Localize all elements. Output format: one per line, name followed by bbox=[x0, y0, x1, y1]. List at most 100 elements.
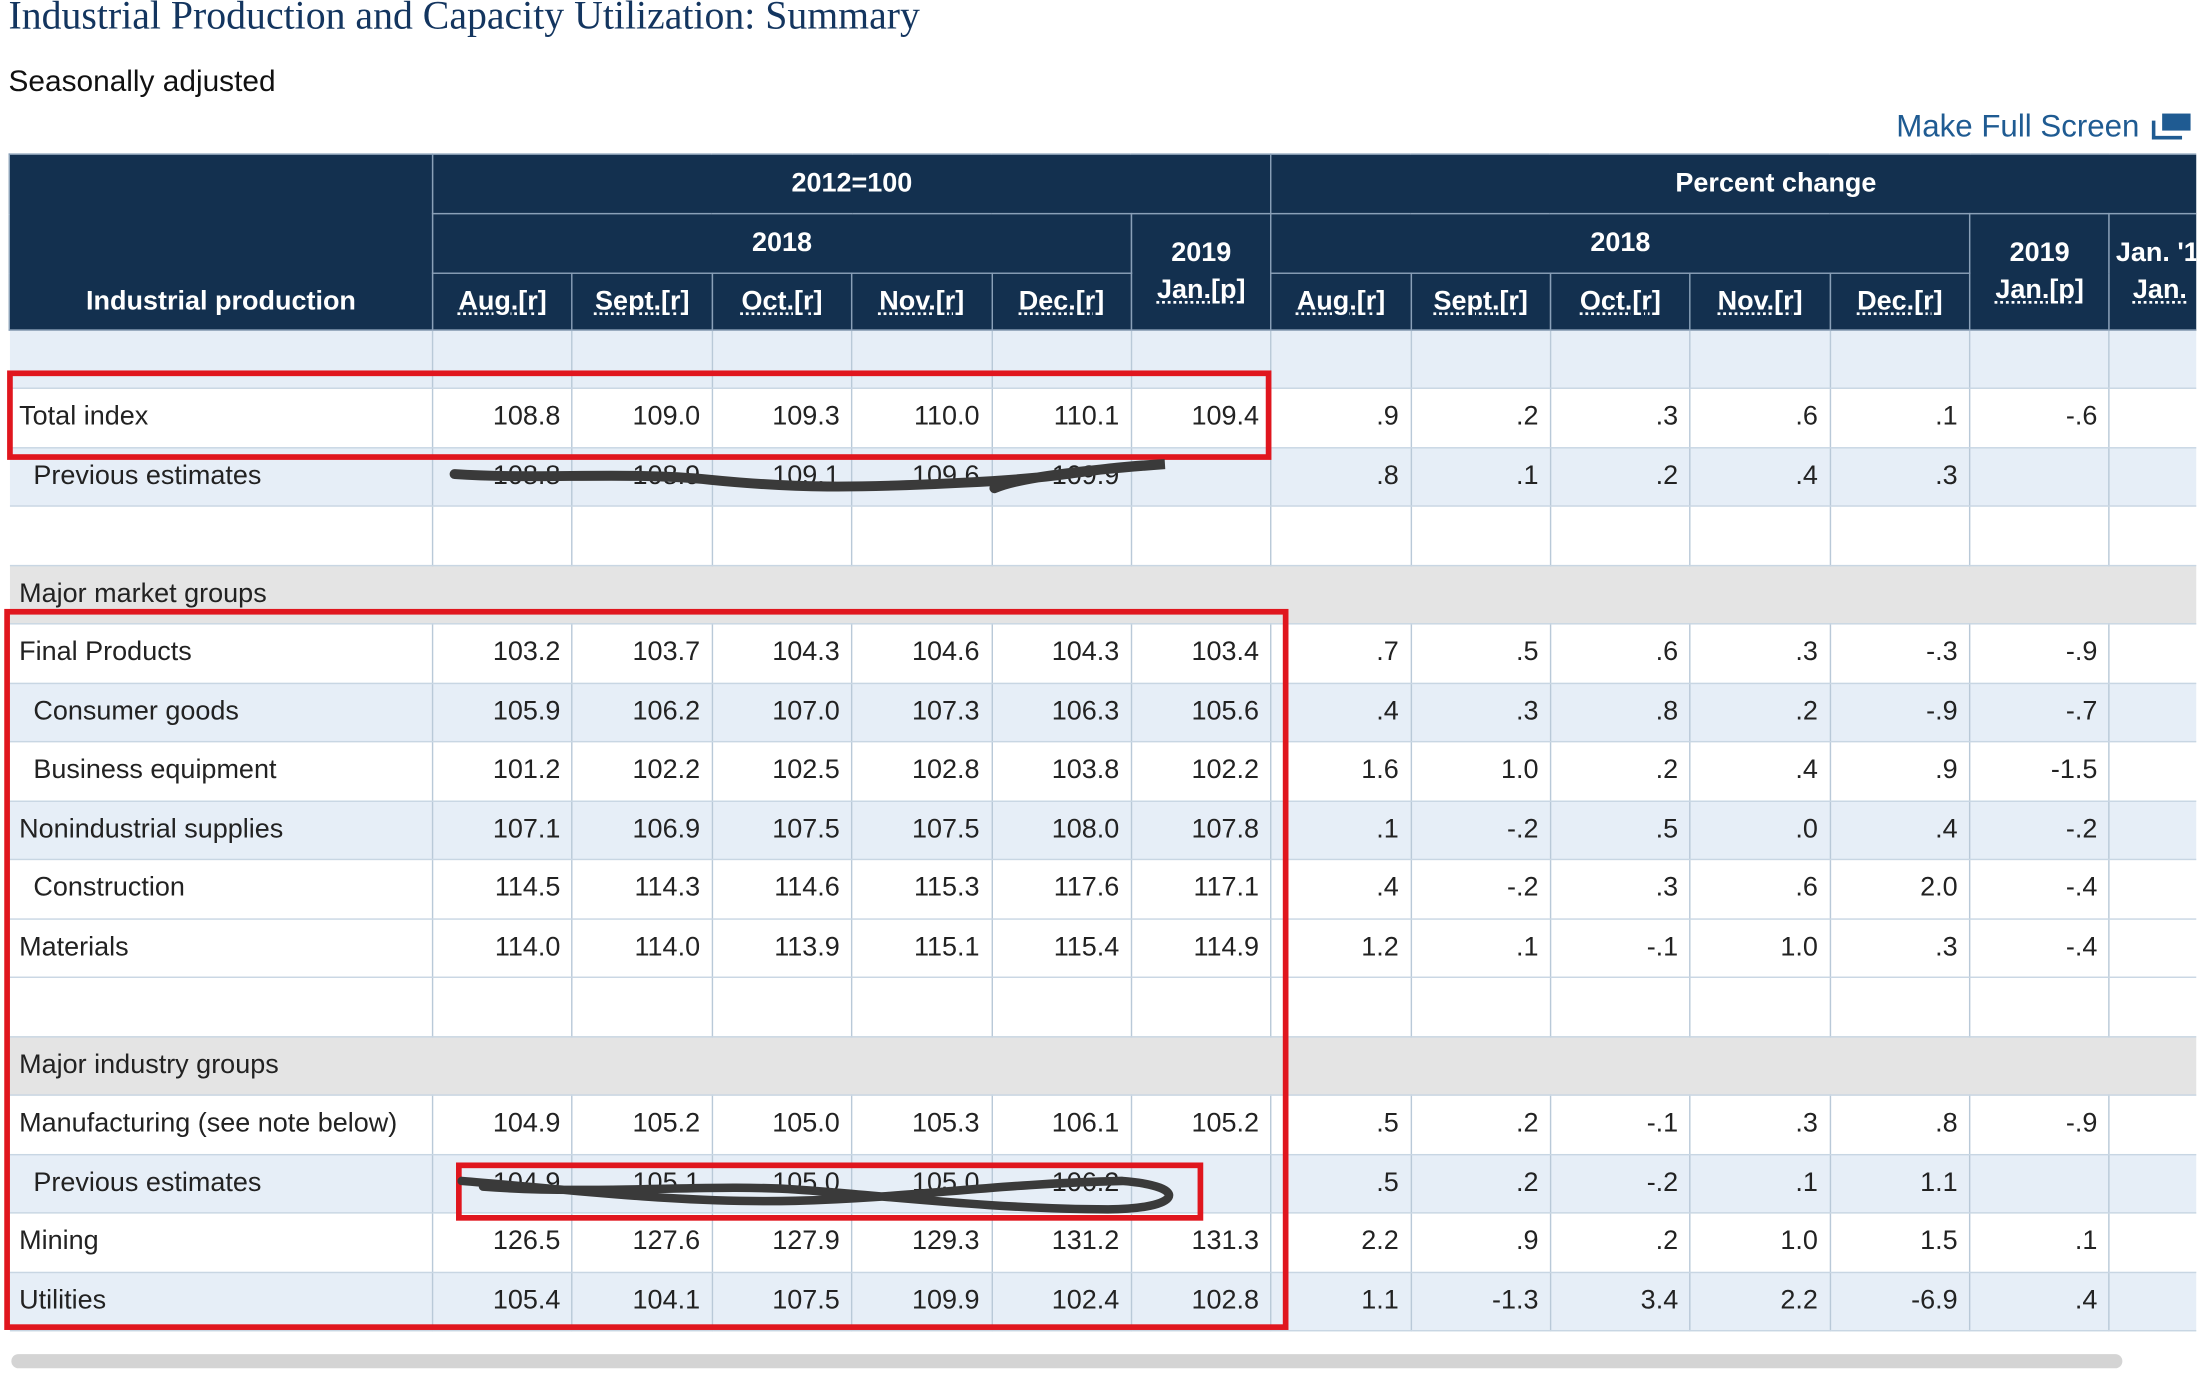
table-row: Construction 114.5 114.3 114.6 115.3 117.6 117… bbox=[9, 859, 2197, 920]
index-value-cell: 107.1 bbox=[432, 800, 574, 861]
table-row: Total index 108.8 109.0 109.3 110.0 110.1 109.… bbox=[9, 388, 2197, 448]
percent-change-cell: .3 bbox=[1690, 1095, 1831, 1155]
percent-change-cell: .2 bbox=[1550, 1212, 1692, 1273]
index-value-cell: 107.8 bbox=[1131, 800, 1272, 861]
index-value-cell: 131.3 bbox=[1131, 1212, 1272, 1273]
overflow-cell bbox=[2109, 447, 2197, 507]
summary-table-container[interactable]: Industrial production 2012=100 Percent c… bbox=[8, 153, 2197, 1334]
make-full-screen-link[interactable]: Make Full Screen bbox=[1896, 108, 2193, 145]
spacer-cell bbox=[851, 330, 993, 389]
row-label: Final Products bbox=[9, 623, 434, 684]
percent-change-cell: .6 bbox=[1690, 859, 1831, 920]
percent-change-cell: .1 bbox=[1410, 918, 1552, 978]
header-month-label: Sept.[r] bbox=[1433, 286, 1528, 316]
percent-change-cell: 1.0 bbox=[1690, 918, 1831, 978]
index-value-cell: 106.3 bbox=[991, 682, 1133, 743]
section-header-label: Major market groups bbox=[9, 564, 2197, 625]
section-header-row: Major industry groups bbox=[9, 1036, 2197, 1096]
spacer-cell bbox=[851, 977, 993, 1037]
index-value-cell: 103.8 bbox=[991, 741, 1133, 802]
percent-change-cell: 1.0 bbox=[1410, 741, 1552, 802]
index-value-cell: 129.3 bbox=[851, 1212, 993, 1273]
percent-change-cell: .4 bbox=[1690, 447, 1831, 507]
header-month-index-2: Oct.[r] bbox=[711, 272, 853, 331]
index-value-cell: 115.4 bbox=[991, 918, 1133, 978]
spacer-row bbox=[9, 977, 2197, 1037]
header-month-index-1: Sept.[r] bbox=[571, 272, 713, 331]
percent-change-cell: .9 bbox=[1271, 388, 1412, 448]
spacer-cell bbox=[851, 506, 993, 566]
percent-change-cell: .1 bbox=[1830, 388, 1971, 448]
percent-change-cell: .4 bbox=[1271, 859, 1412, 920]
percent-change-cell: .1 bbox=[1410, 447, 1552, 507]
index-value-cell: 109.4 bbox=[1131, 388, 1272, 448]
index-value-cell: 102.8 bbox=[851, 741, 993, 802]
percent-change-cell: .3 bbox=[1830, 447, 1971, 507]
section-header-label: Major industry groups bbox=[9, 1036, 2197, 1096]
header-2019-jan-index: 2019 Jan.[p] bbox=[1130, 212, 1272, 331]
spacer-cell bbox=[572, 330, 713, 389]
spacer-cell bbox=[1410, 506, 1552, 566]
index-value-cell: 105.0 bbox=[851, 1153, 993, 1214]
percent-change-cell: .2 bbox=[1550, 741, 1692, 802]
percent-change-cell: .4 bbox=[1969, 1271, 2111, 1332]
spacer-cell bbox=[991, 506, 1133, 566]
percent-change-cell: -.7 bbox=[1969, 682, 2111, 743]
percent-change-cell: -1.3 bbox=[1410, 1271, 1552, 1332]
percent-change-cell: -.9 bbox=[1830, 682, 1971, 743]
spacer-cell bbox=[1830, 506, 1971, 566]
index-value-cell: 108.8 bbox=[432, 388, 574, 448]
header-2019-label: 2019 bbox=[2009, 237, 2070, 268]
overflow-cell bbox=[2109, 741, 2197, 802]
index-value-cell: 104.9 bbox=[432, 1095, 574, 1155]
spacer-cell bbox=[1271, 330, 1412, 389]
horizontal-scrollbar[interactable] bbox=[11, 1354, 2123, 1369]
table-row: Nonindustrial supplies 107.1 106.9 107.5 107… bbox=[9, 800, 2197, 861]
percent-change-cell: .2 bbox=[1410, 1095, 1552, 1155]
percent-change-cell: .3 bbox=[1830, 918, 1971, 978]
index-value-cell: 105.0 bbox=[712, 1095, 853, 1155]
index-value-cell: 131.2 bbox=[991, 1212, 1133, 1273]
header-month-pct-4: Dec.[r] bbox=[1829, 272, 1971, 331]
percent-change-cell: .8 bbox=[1550, 682, 1692, 743]
spacer-cell bbox=[1550, 977, 1692, 1037]
spacer-cell bbox=[1969, 330, 2111, 389]
index-value-cell: 126.5 bbox=[432, 1212, 574, 1273]
index-value-cell: 105.9 bbox=[432, 682, 574, 743]
index-value-cell: 107.3 bbox=[851, 682, 993, 743]
index-value-cell: 105.6 bbox=[1131, 682, 1272, 743]
spacer-cell bbox=[1550, 506, 1692, 566]
row-label: Manufacturing (see note below) bbox=[9, 1095, 434, 1155]
percent-change-cell: .2 bbox=[1690, 682, 1831, 743]
spacer-cell bbox=[991, 977, 1133, 1037]
spacer-cell bbox=[432, 330, 574, 389]
header-year-2018-pct: 2018 bbox=[1270, 212, 1971, 274]
header-2019-label: 2019 bbox=[1171, 237, 1232, 268]
index-value-cell: 105.1 bbox=[572, 1153, 713, 1214]
header-month-pct-1: Sept.[r] bbox=[1410, 272, 1552, 331]
percent-change-cell: .8 bbox=[1830, 1095, 1971, 1155]
index-value-cell: 105.0 bbox=[712, 1153, 853, 1214]
header-month-label: Aug.[r] bbox=[458, 286, 547, 316]
index-value-cell: 117.1 bbox=[1131, 859, 1272, 920]
index-value-cell: 107.5 bbox=[712, 800, 853, 861]
percent-change-cell: .1 bbox=[1271, 800, 1412, 861]
percent-change-cell: .5 bbox=[1271, 1153, 1412, 1214]
overflow-cell bbox=[2109, 859, 2197, 920]
index-value-cell: 114.0 bbox=[432, 918, 574, 978]
index-value-cell: 103.7 bbox=[572, 623, 713, 684]
percent-change-cell: .2 bbox=[1550, 447, 1692, 507]
spacer-cell bbox=[9, 977, 434, 1037]
index-value-cell: 114.6 bbox=[712, 859, 853, 920]
overflow-cell bbox=[2109, 682, 2197, 743]
index-value-cell: 108.9 bbox=[572, 447, 713, 507]
index-value-cell: 107.5 bbox=[851, 800, 993, 861]
overflow-cell bbox=[2109, 1212, 2197, 1273]
percent-change-cell: 2.0 bbox=[1830, 859, 1971, 920]
percent-change-cell: .5 bbox=[1550, 800, 1692, 861]
percent-change-cell: -.1 bbox=[1550, 1095, 1692, 1155]
percent-change-cell: 1.6 bbox=[1271, 741, 1412, 802]
header-month-label: Nov.[r] bbox=[1717, 286, 1803, 316]
index-value-cell: 103.2 bbox=[432, 623, 574, 684]
table-row: Business equipment 101.2 102.2 102.5 102.8 10… bbox=[9, 741, 2197, 802]
